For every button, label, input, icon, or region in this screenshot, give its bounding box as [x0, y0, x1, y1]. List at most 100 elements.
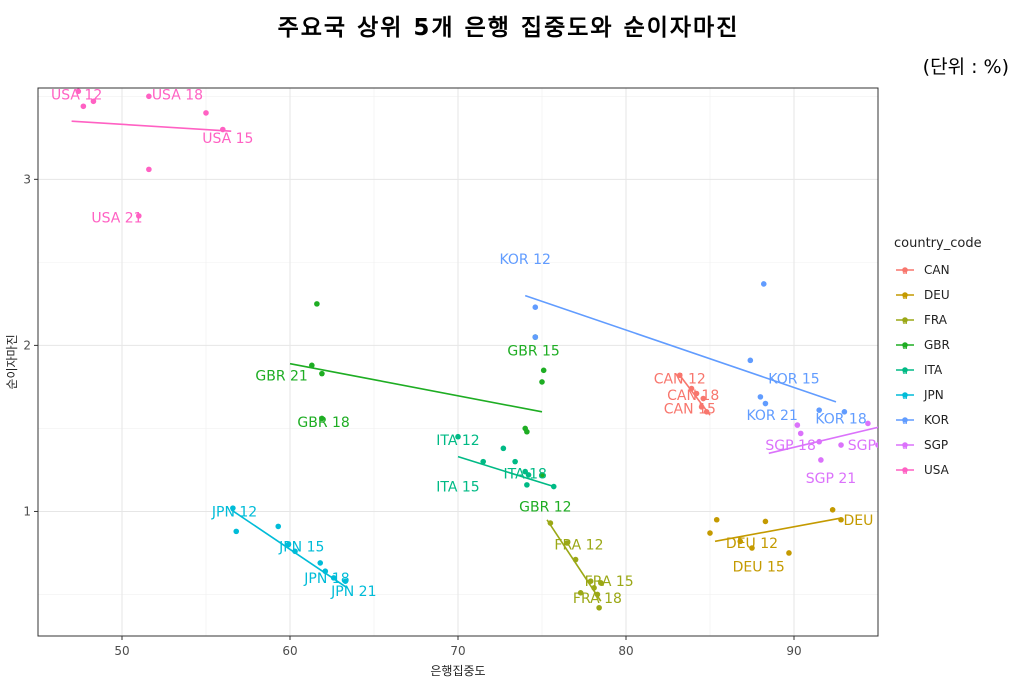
- data-point-gbr: [319, 370, 325, 377]
- point-label-ita: ITA 15: [436, 480, 479, 496]
- data-point-fra: [577, 590, 584, 596]
- data-point-jpn: [342, 578, 349, 584]
- data-point-ita: [550, 483, 557, 490]
- data-point-deu: [838, 516, 844, 523]
- series-ita: ITA 12 ITA 18 ITA 15: [436, 433, 557, 496]
- legend-label-jpn: JPN: [924, 387, 944, 402]
- data-point-ita: [512, 458, 518, 465]
- legend: country_code a CAN a DEU a FRA a GBR a ITA a JPN a KO…: [894, 236, 1014, 482]
- data-point-usa: [220, 126, 226, 133]
- series-sgp: SGP 12 SGP 18 SGP 15 SGP 21: [765, 398, 898, 487]
- legend-glyph: a: [902, 292, 908, 302]
- legend-glyph: a: [902, 417, 908, 427]
- data-point-gbr: [319, 415, 325, 422]
- trend-line-gbr: [289, 362, 543, 413]
- data-point-fra: [594, 591, 601, 598]
- point-label-sgp: SGP 15: [848, 438, 898, 454]
- data-point-ita: [525, 472, 532, 478]
- point-label-deu: DEU 12: [726, 536, 778, 552]
- data-point-usa: [203, 110, 209, 116]
- point-label-jpn: JPN 12: [211, 504, 257, 520]
- data-point-deu: [707, 530, 713, 536]
- data-point-jpn: [322, 568, 329, 575]
- point-label-usa: USA 21: [91, 211, 142, 227]
- data-point-sgp: [797, 430, 804, 437]
- data-point-sgp: [794, 422, 801, 428]
- data-point-jpn: [230, 505, 236, 511]
- legend-key-kor: a: [896, 417, 914, 427]
- point-label-sgp: SGP 21: [806, 471, 856, 487]
- legend-glyph: a: [902, 267, 908, 277]
- point-label-jpn: JPN 18: [303, 571, 349, 587]
- data-point-kor: [760, 281, 767, 287]
- data-point-can: [676, 372, 683, 379]
- point-label-fra: FRA 15: [585, 574, 634, 590]
- data-point-usa: [146, 166, 152, 173]
- data-point-fra: [587, 578, 594, 584]
- data-point-jpn: [285, 541, 292, 548]
- trend-line-sgp: [768, 426, 878, 455]
- legend-point: [902, 441, 908, 448]
- legend-item-usa: a USA: [894, 457, 1014, 482]
- data-point-fra: [547, 520, 554, 526]
- point-label-jpn: JPN 15: [278, 539, 324, 555]
- legend-point: [902, 266, 908, 273]
- point-label-gbr: GBR 12: [519, 499, 571, 515]
- legend-label-usa: USA: [924, 462, 949, 477]
- point-label-kor: KOR 12: [499, 252, 550, 268]
- data-point-kor: [762, 400, 769, 407]
- legend-point: [902, 291, 908, 298]
- legend-label-gbr: GBR: [924, 337, 950, 352]
- point-label-kor: KOR 15: [768, 372, 819, 388]
- legend-key-ita: a: [896, 366, 914, 377]
- series-gbr: GBR 15 GBR 21 GBR 18 GBR 12: [255, 301, 572, 515]
- data-point-gbr: [539, 472, 545, 478]
- data-point-kor: [747, 357, 754, 364]
- point-label-ita: ITA 18: [503, 466, 546, 482]
- data-point-gbr: [309, 362, 315, 369]
- trend-line-usa: [71, 120, 232, 132]
- data-point-jpn: [233, 528, 240, 535]
- data-point-can: [698, 404, 705, 410]
- trend-line-ita: [457, 455, 554, 488]
- legend-label-can: CAN: [924, 262, 950, 277]
- unit-label: (단위 : %): [922, 56, 1009, 78]
- data-point-deu: [749, 545, 755, 551]
- point-label-sgp: SGP 18: [765, 438, 815, 454]
- legend-item-can: a CAN: [894, 257, 1014, 282]
- data-point-fra: [596, 604, 602, 611]
- point-label-fra: FRA 12: [554, 538, 603, 554]
- legend-glyph: a: [902, 392, 908, 402]
- point-label-gbr: GBR 18: [297, 415, 349, 431]
- legend-item-kor: a KOR: [894, 407, 1014, 432]
- point-label-can: CAN 18: [667, 388, 719, 404]
- data-point-ita: [480, 458, 487, 465]
- data-point-usa: [146, 93, 152, 100]
- x-tick-label: 60: [282, 644, 297, 658]
- data-point-usa: [90, 98, 97, 105]
- data-point-deu: [786, 550, 792, 556]
- legend-glyph: a: [902, 467, 908, 477]
- y-axis-title: 순이자마진: [5, 334, 19, 389]
- data-point-can: [700, 395, 707, 402]
- legend-label-deu: DEU: [924, 287, 950, 302]
- x-tick-label: 90: [786, 644, 801, 658]
- legend-glyph: a: [902, 317, 908, 327]
- data-point-usa: [136, 213, 142, 219]
- point-label-gbr: GBR 15: [507, 343, 559, 359]
- x-tick-label: 80: [618, 644, 633, 658]
- legend-key-can: a: [896, 266, 914, 277]
- legend-point: [902, 366, 908, 373]
- point-label-jpn: JPN 21: [330, 584, 376, 600]
- data-point-deu: [713, 516, 720, 523]
- point-label-kor: KOR 21: [746, 408, 797, 424]
- data-point-fra: [598, 580, 604, 586]
- legend-point: [902, 391, 908, 398]
- legend-label-fra: FRA: [924, 312, 947, 327]
- legend-key-jpn: a: [896, 391, 914, 402]
- data-point-kor: [532, 304, 539, 311]
- data-point-fra: [564, 540, 570, 546]
- legend-glyph: a: [902, 442, 908, 452]
- legend-point: [902, 466, 908, 473]
